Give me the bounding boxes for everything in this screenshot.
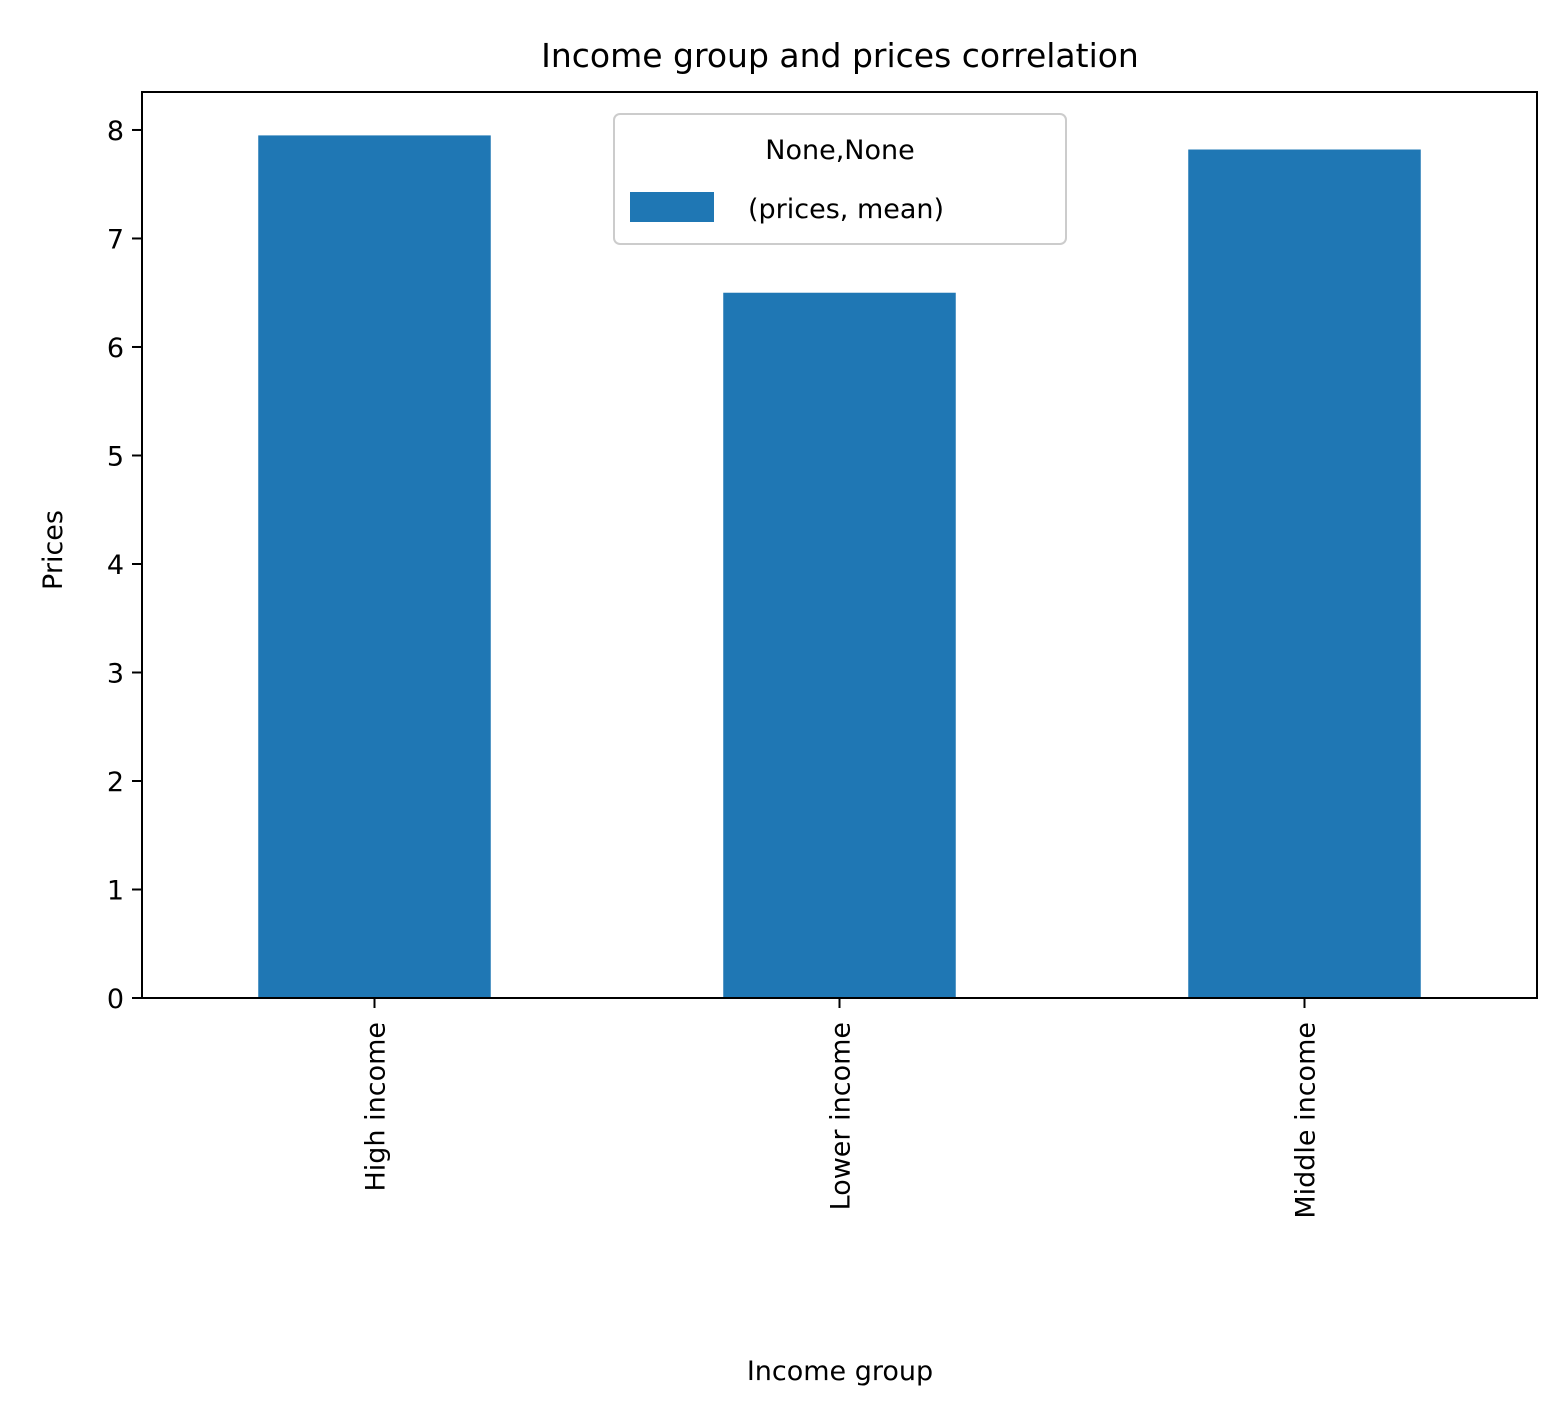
legend-box: [613, 113, 1067, 245]
x-axis-label: Income group: [747, 1356, 933, 1387]
x-tick-label: Middle income: [1291, 1022, 1322, 1219]
plot-area-frame: [141, 91, 1538, 999]
y-tick-label: 6: [107, 333, 124, 364]
y-tick-label: 0: [107, 984, 124, 1015]
bar-high-income: [258, 135, 491, 999]
y-tick-label: 2: [107, 767, 124, 798]
x-tick-label: High income: [361, 1022, 392, 1192]
legend-swatch: [630, 192, 714, 222]
y-tick-label: 4: [107, 550, 124, 581]
y-axis-ticks: 0 1 2 3 4 5 6 7 8: [107, 116, 142, 1015]
legend-entry-label: (prices, mean): [748, 194, 944, 225]
bar-lower-income: [723, 292, 956, 998]
legend: None,None (prices, mean): [613, 113, 1067, 245]
y-tick-label: 5: [107, 441, 124, 472]
y-tick-label: 3: [107, 658, 124, 689]
x-tick-label: Lower income: [826, 1022, 857, 1210]
bars-group: [258, 135, 1421, 999]
legend-title: None,None: [765, 135, 914, 166]
y-tick-label: 8: [107, 116, 124, 147]
x-axis-ticks: High income Lower income Middle income: [361, 998, 1322, 1219]
y-axis-label: Prices: [38, 510, 69, 590]
bar-middle-income: [1188, 149, 1421, 998]
chart-title: Income group and prices correlation: [541, 36, 1139, 75]
y-tick-label: 1: [107, 875, 124, 906]
y-tick-label: 7: [107, 224, 124, 255]
